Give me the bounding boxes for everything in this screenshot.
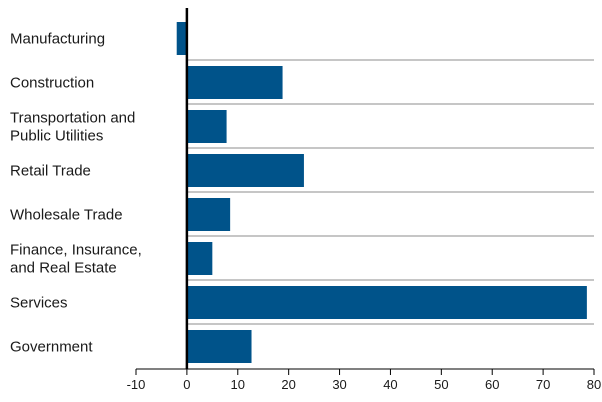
- x-tick-label: 70: [536, 377, 550, 392]
- category-label: Construction: [10, 74, 94, 91]
- x-tick-label: -10: [127, 377, 146, 392]
- category-label: Retail Trade: [10, 162, 91, 179]
- x-tick-label: 80: [587, 377, 601, 392]
- x-tick-label: 10: [231, 377, 245, 392]
- bar: [186, 286, 587, 319]
- x-tick-label: 40: [383, 377, 397, 392]
- bar: [186, 330, 252, 363]
- bar: [186, 198, 231, 231]
- bar: [186, 110, 227, 143]
- x-tick-label: 50: [434, 377, 448, 392]
- bar: [186, 154, 304, 187]
- bar: [186, 242, 213, 275]
- x-tick-label: 30: [332, 377, 346, 392]
- category-label: Wholesale Trade: [10, 206, 123, 223]
- category-label: Government: [10, 338, 93, 355]
- bars: [176, 22, 587, 363]
- category-labels: Manufacturing Construction Transportation …: [10, 30, 142, 355]
- bar: [176, 22, 187, 55]
- row-separators: [186, 59, 594, 325]
- x-tick-label: 20: [281, 377, 295, 392]
- category-label: Transportation and Public Utilities: [10, 109, 135, 144]
- x-axis-ticks: -10 0 10 20 30 40 50 60 70 80: [127, 369, 601, 392]
- x-tick-label: 60: [485, 377, 499, 392]
- category-label: Finance, Insurance, and Real Estate: [10, 241, 142, 276]
- x-tick-label: 0: [183, 377, 190, 392]
- category-label: Manufacturing: [10, 30, 105, 47]
- bar: [186, 66, 283, 99]
- category-label: Services: [10, 294, 68, 311]
